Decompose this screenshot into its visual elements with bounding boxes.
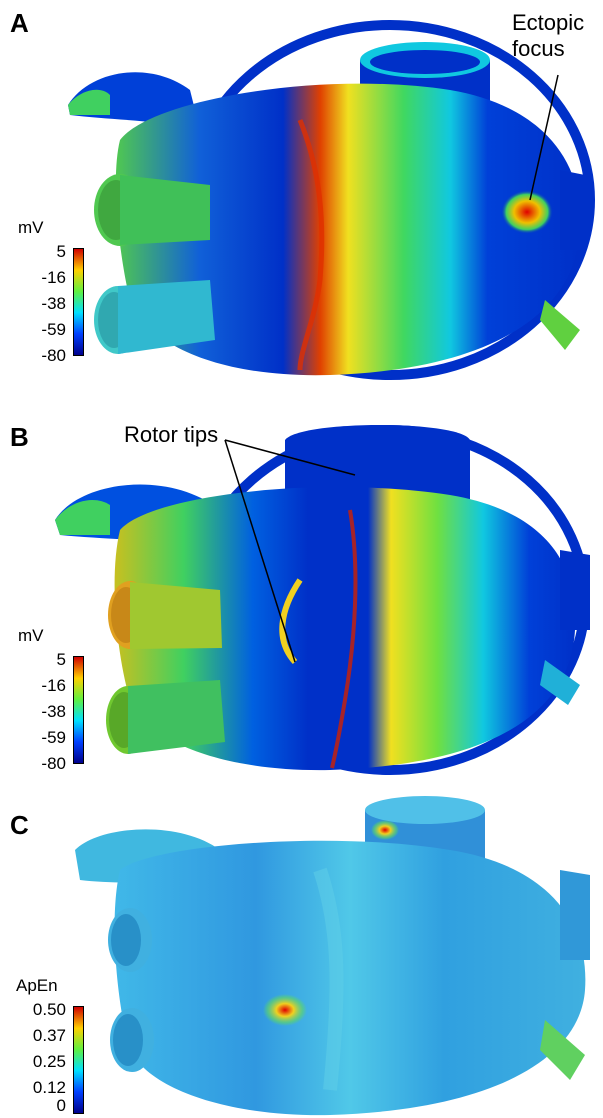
tick-b-1: -16: [41, 676, 66, 695]
atria-voltage-map-b: [55, 425, 590, 775]
colorbar-b: [73, 656, 84, 764]
tick-c-1: 0.37: [32, 1026, 66, 1045]
colorbar-unit-b: mV: [18, 626, 44, 645]
rotor-tips-label: Rotor tips: [124, 422, 219, 447]
atria-voltage-map-a: [68, 20, 595, 380]
colorbar-unit-c: ApEn: [16, 976, 58, 995]
colorbar-unit-a: mV: [18, 218, 44, 237]
tick-a-4: -80: [41, 346, 66, 365]
tick-c-0: 0.50: [32, 1000, 66, 1019]
panel-a: A Ectopic focus mV 5 -16 -38 -59 -80: [0, 0, 603, 380]
colorbar-c: [73, 1006, 84, 1114]
tick-a-1: -16: [41, 268, 66, 287]
ectopic-focus-label: Ectopic focus: [512, 10, 585, 61]
tick-a-2: -38: [41, 294, 66, 313]
tick-b-0: 5: [56, 650, 66, 669]
panel-letter-c: C: [10, 810, 29, 840]
atria-apen-map-c: [75, 796, 590, 1116]
tick-c-3: 0.12: [32, 1078, 66, 1097]
tick-b-4: -80: [41, 754, 66, 773]
tick-a-0: 5: [56, 242, 66, 261]
tick-a-3: -59: [41, 320, 66, 339]
panel-c: C ApEn 0.50 0.37 0.25 0.12 0: [0, 790, 603, 1118]
colorbar-a: [73, 248, 84, 356]
tick-b-3: -59: [41, 728, 66, 747]
tick-c-2: 0.25: [32, 1052, 66, 1071]
panel-letter-b: B: [10, 422, 29, 452]
panel-b: B Rotor tips mV 5 -16 -38 -59 -80: [0, 400, 603, 780]
tick-c-4: 0: [56, 1096, 66, 1115]
tick-b-2: -38: [41, 702, 66, 721]
panel-letter-a: A: [10, 8, 29, 38]
